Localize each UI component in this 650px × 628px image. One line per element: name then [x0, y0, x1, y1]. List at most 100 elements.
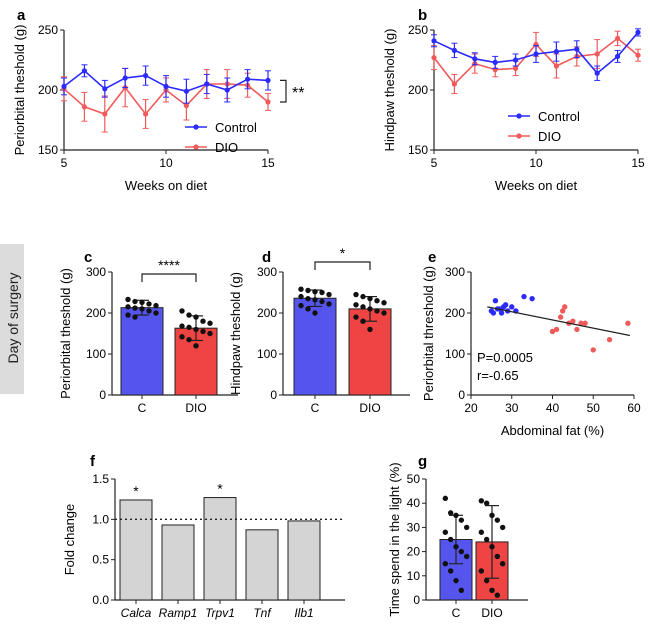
c-y-tick-label: 0 — [99, 388, 106, 402]
c-sig-label: **** — [158, 257, 180, 273]
a-data-point — [183, 103, 189, 109]
g-data-point — [478, 529, 485, 535]
e-stat-label: P=0.0005 — [477, 350, 533, 365]
e-data-point — [509, 304, 515, 310]
d-sig-bracket — [314, 261, 371, 270]
f-y-tick-label: 0.0 — [92, 593, 109, 607]
b-x-axis-label: Weeks on diet — [495, 178, 578, 193]
e-y-tick-label: 100 — [445, 347, 465, 361]
f-y-tick-label: 1.5 — [92, 472, 109, 486]
g-y-axis-label: Time spend in the light (%) — [387, 462, 402, 616]
f-x-tick-label: Calca — [121, 606, 152, 620]
c-data-point — [132, 305, 138, 311]
c-data-point — [193, 314, 199, 320]
d-data-point — [298, 302, 304, 309]
a-y-axis-label: Periorbital theshold (g) — [12, 25, 27, 156]
f-x-tick-label: Tnf — [253, 606, 272, 620]
d-data-point — [381, 300, 387, 306]
c-data-point — [186, 324, 192, 331]
g-data-point — [458, 548, 465, 555]
d-data-point — [305, 295, 311, 302]
c-data-point — [153, 302, 159, 309]
d-data-point — [353, 314, 359, 320]
g-y-tick-label: 0 — [413, 593, 420, 607]
e-data-point — [553, 326, 560, 333]
b-x-tick-label: 15 — [631, 156, 645, 170]
g-data-point — [489, 512, 495, 518]
c-data-point — [207, 320, 213, 326]
c-y-axis-label: Periorbital theshold (g) — [58, 268, 73, 399]
panel-g-letter: g — [418, 453, 427, 470]
e-x-tick-label: 30 — [505, 401, 519, 415]
c-data-point — [125, 312, 131, 318]
f-x-tick-label: Trpv1 — [205, 606, 235, 620]
panel-f-letter: f — [90, 453, 96, 470]
d-data-point — [360, 293, 366, 300]
e-data-point — [578, 320, 584, 326]
e-data-point — [559, 308, 566, 314]
b-x-tick-label: 5 — [431, 156, 438, 170]
d-data-point — [381, 310, 387, 316]
a-legend-label: Control — [215, 120, 257, 135]
panel-c-letter: c — [84, 249, 92, 266]
f-bar — [287, 520, 321, 601]
a-legend-marker — [193, 144, 199, 150]
e-data-point — [582, 320, 588, 326]
e-x-axis-label: Abdominal fat (%) — [501, 423, 604, 438]
c-y-tick-label: 200 — [86, 306, 106, 320]
e-data-point — [557, 314, 564, 320]
panel-d-letter: d — [262, 249, 271, 266]
g-data-point — [499, 524, 506, 531]
a-data-point — [143, 111, 149, 117]
d-data-point — [353, 291, 359, 298]
a-data-point — [61, 83, 67, 89]
d-sig-label: * — [340, 245, 346, 261]
panel-e-letter: e — [428, 249, 436, 266]
g-data-point — [447, 568, 454, 574]
chart-c: 0 100 200 300 Periorbital theshold (g) C DIO **… — [58, 257, 238, 415]
a-data-point — [102, 86, 108, 92]
a-data-point — [265, 99, 271, 105]
b-legend-label: Control — [538, 109, 580, 124]
g-x-tick-label: C — [452, 606, 461, 620]
g-data-point — [494, 553, 501, 560]
g-y-tick-label: 40 — [407, 496, 421, 510]
d-data-point — [312, 288, 318, 295]
a-legend-marker — [193, 124, 199, 130]
g-data-point — [442, 529, 449, 535]
c-data-point — [139, 306, 145, 312]
a-data-point — [122, 75, 128, 81]
b-data-point — [594, 70, 600, 76]
c-data-point — [179, 323, 185, 329]
d-data-point — [319, 298, 325, 305]
f-y-tick-label: 1.0 — [92, 512, 109, 526]
e-data-point — [590, 347, 596, 353]
g-data-point — [489, 544, 495, 550]
b-data-point — [451, 81, 457, 87]
a-x-tick-label: 10 — [159, 156, 173, 170]
c-data-point — [207, 330, 213, 337]
e-data-point — [502, 302, 509, 308]
d-data-point — [298, 293, 304, 300]
g-data-point — [483, 536, 490, 543]
g-data-point — [483, 500, 490, 506]
d-data-point — [367, 295, 373, 302]
g-y-tick-label: 20 — [407, 545, 421, 559]
d-x-tick-label: C — [311, 401, 320, 415]
c-data-point — [153, 310, 159, 316]
e-data-point — [490, 310, 497, 316]
a-y-tick-label: 200 — [38, 83, 58, 97]
f-y-axis-label: Fold change — [62, 504, 77, 576]
c-data-point — [125, 296, 131, 303]
e-data-point — [498, 310, 505, 316]
c-data-point — [132, 298, 138, 305]
e-data-point — [562, 304, 568, 310]
f-bar — [119, 499, 153, 601]
c-data-point — [125, 304, 131, 310]
e-data-point — [492, 298, 499, 304]
g-data-point — [494, 517, 501, 523]
e-data-point — [606, 336, 613, 343]
c-y-tick-label: 100 — [86, 347, 106, 361]
g-y-tick-label: 10 — [407, 569, 421, 583]
